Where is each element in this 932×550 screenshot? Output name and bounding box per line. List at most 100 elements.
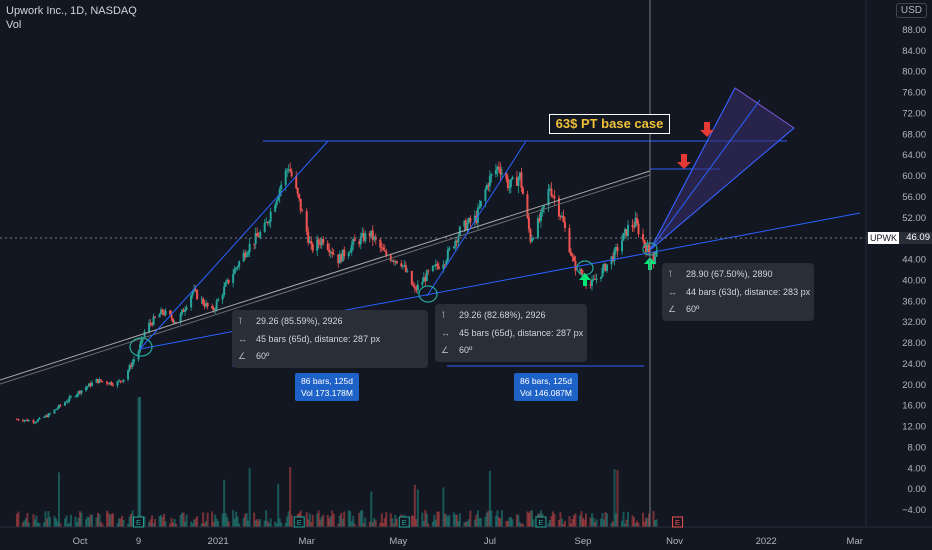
volume-bar — [371, 522, 374, 527]
volume-bar — [185, 514, 188, 527]
candle-body — [194, 289, 197, 291]
volume-bar — [443, 513, 446, 527]
candle-body — [403, 265, 406, 266]
low-circle-1 — [129, 337, 153, 357]
candle-body — [200, 298, 203, 300]
volume-bar — [154, 519, 157, 527]
volume-bar — [88, 517, 91, 527]
price-target-label[interactable]: 63$ PT base case — [549, 114, 670, 134]
last-price-tag: 46.09 — [906, 232, 930, 243]
candle-body — [280, 184, 283, 190]
low-circle-2 — [418, 285, 438, 303]
y-tick-label: 20.00 — [902, 380, 926, 391]
candle-body — [433, 265, 436, 267]
candle-body — [320, 238, 323, 245]
volume-bar — [424, 510, 427, 527]
candle-body — [654, 256, 657, 264]
measure-box-2[interactable]: ⊺ 29.26 (82.68%), 2926 ↔ 45 bars (65d), di… — [435, 304, 587, 362]
candle-body — [631, 225, 634, 227]
volume-bar — [425, 513, 428, 527]
volume-bar — [603, 519, 605, 527]
candle-body — [350, 244, 353, 252]
earnings-marker[interactable] — [672, 516, 684, 528]
volume-bar — [42, 522, 45, 527]
candle-body — [436, 263, 439, 267]
measure-box-1[interactable]: ⊺ 29.26 (85.59%), 2926 ↔ 45 bars (65d), di… — [232, 310, 428, 368]
volume-bar — [275, 523, 278, 527]
volume-bar — [163, 513, 166, 527]
symbol-title[interactable]: Upwork Inc., 1D, NASDAQ — [6, 5, 137, 17]
volume-label[interactable]: Vol — [6, 19, 22, 31]
candle-body — [550, 188, 553, 196]
volume-bar — [648, 513, 651, 527]
earnings-marker[interactable] — [293, 516, 305, 528]
candle-body — [170, 314, 173, 319]
volume-bar — [106, 510, 109, 527]
volume-bar — [553, 513, 556, 527]
earnings-marker[interactable] — [133, 516, 145, 528]
y-tick-label: 84.00 — [902, 46, 926, 57]
volume-bar — [242, 517, 245, 527]
volume-bar — [151, 515, 154, 527]
candle-body — [532, 238, 535, 239]
volume-bar — [236, 516, 239, 527]
volume-bar — [520, 523, 523, 527]
candle-body — [253, 243, 256, 245]
candle-body — [112, 384, 115, 386]
candle-body — [131, 361, 134, 367]
volume-bar — [215, 518, 218, 527]
volume-bar — [110, 513, 113, 527]
candle-body — [277, 196, 280, 201]
candle-body — [163, 312, 166, 315]
volume-bar — [341, 518, 344, 527]
candle-body — [410, 270, 413, 285]
volume-bar — [654, 519, 657, 527]
date-range-label-2[interactable]: 86 bars, 125d Vol 146.087M — [514, 373, 578, 401]
candle-body — [287, 169, 290, 171]
candle-body — [317, 239, 320, 244]
volume-bar — [389, 513, 392, 527]
bars-range-icon: ↔ — [238, 334, 247, 344]
candle-body — [328, 249, 331, 253]
candle-body — [85, 387, 88, 391]
volume-bar — [85, 519, 88, 527]
candle-body — [80, 390, 83, 394]
volume-bar — [200, 523, 203, 527]
earnings-marker[interactable] — [535, 516, 547, 528]
candle-body — [370, 230, 373, 237]
volume-bar — [506, 521, 509, 527]
earnings-marker[interactable] — [398, 516, 410, 528]
volume-bar — [24, 518, 27, 527]
volume-bar — [36, 522, 39, 527]
candle-body — [143, 331, 146, 338]
volume-bar — [574, 513, 577, 527]
candle-body — [75, 394, 78, 397]
volume-bar — [416, 489, 419, 527]
candle-body — [56, 408, 59, 410]
candle-body — [68, 396, 71, 401]
candle-body — [476, 207, 479, 223]
impulse-line-1 — [139, 140, 329, 350]
volume-bar — [311, 514, 314, 527]
y-tick-label: 44.00 — [902, 255, 926, 266]
currency-button[interactable]: USD — [895, 3, 927, 18]
y-tick-label: 80.00 — [902, 67, 926, 78]
y-tick-label: 88.00 — [902, 25, 926, 36]
candle-body — [319, 243, 322, 245]
measure-box-3[interactable]: ⊺ 28.90 (67.50%), 2890 ↔ 44 bars (63d), di… — [662, 263, 814, 321]
volume-bar — [497, 517, 500, 527]
volume-bar — [263, 520, 266, 527]
volume-bar — [194, 518, 197, 527]
candle-body — [494, 170, 497, 175]
date-range-label-1[interactable]: 86 bars, 125d Vol 173.178M — [295, 373, 359, 401]
candle-body — [24, 419, 27, 421]
volume-bar — [637, 522, 640, 527]
volume-bar — [89, 514, 92, 527]
volume-bar — [583, 519, 586, 527]
candle-body — [247, 251, 250, 255]
volume-bar — [612, 521, 615, 527]
candle-body — [332, 254, 335, 255]
volume-bar — [121, 515, 124, 527]
candle-body — [625, 229, 628, 236]
